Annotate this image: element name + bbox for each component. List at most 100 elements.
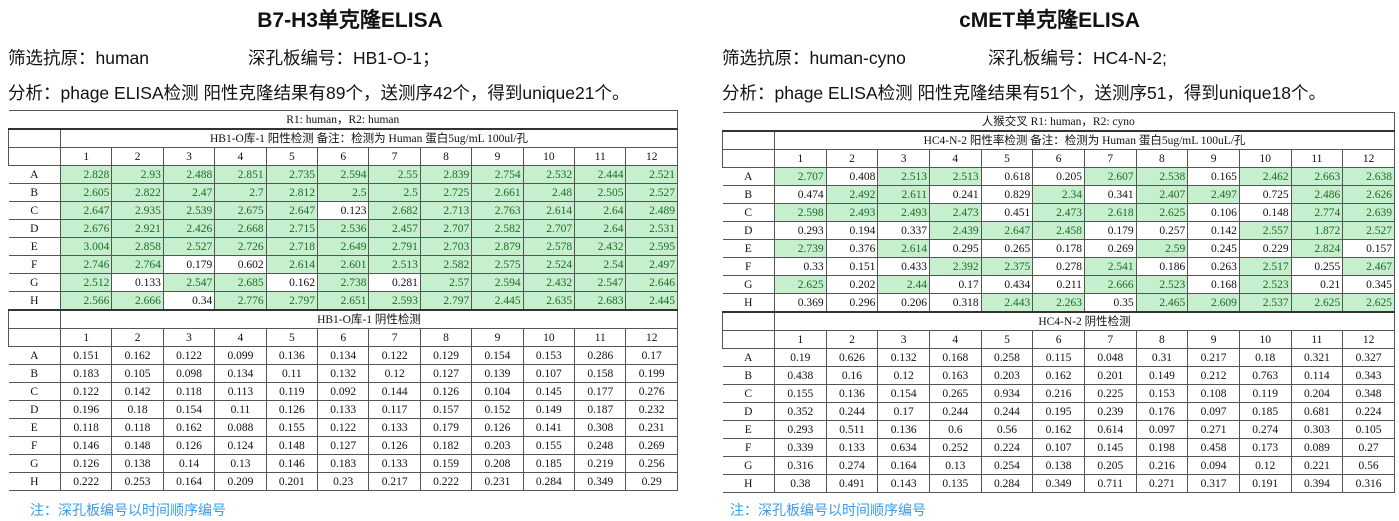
- negative-well-value: 0.145: [522, 382, 576, 401]
- negative-well-value: 0.196: [59, 400, 113, 419]
- positive-well-value: 2.921: [111, 219, 164, 238]
- table-row: A 0.151 0.162 0.122 0.099 0.136 0.134 0.122 0.12…: [8, 346, 678, 365]
- positive-well-value: 2.675: [214, 201, 267, 220]
- column-header-row: 1 2 3 4 5 6 7 8 9 10 11 12: [722, 330, 1395, 349]
- negative-well-value: 0.316: [774, 456, 827, 475]
- positive-well-value: 2.607: [1083, 167, 1137, 186]
- column-header: 5: [265, 328, 319, 347]
- positive-well-value: 0.281: [368, 273, 421, 292]
- negative-well-value: 0.222: [419, 472, 473, 491]
- negative-well-value: 0.265: [928, 384, 982, 403]
- positive-well-value: 2.618: [1083, 203, 1137, 222]
- negative-well-value: 0.349: [1032, 474, 1085, 493]
- negative-well-value: 0.177: [574, 382, 627, 401]
- positive-well-value: 3.004: [59, 237, 113, 256]
- positive-well-value: 2.676: [59, 219, 113, 238]
- negative-well-value: 0.11: [265, 364, 319, 383]
- negative-well-value: 0.224: [1342, 402, 1395, 421]
- negative-well-value: 0.199: [625, 364, 678, 383]
- positive-well-value: 2.64: [574, 201, 627, 220]
- positive-well-value: 2.839: [419, 165, 473, 184]
- negative-well-value: 0.321: [1290, 348, 1344, 367]
- column-header: 1: [774, 330, 827, 349]
- negative-well-value: 0.216: [1135, 456, 1189, 475]
- positive-well-value: 2.517: [1238, 257, 1292, 276]
- negative-well-value: 0.217: [1187, 348, 1240, 367]
- column-header: 12: [1342, 149, 1395, 168]
- positive-well-value: 2.647: [980, 221, 1034, 240]
- positive-well-value: 2.524: [522, 255, 576, 274]
- negative-well-value: 0.136: [265, 346, 319, 365]
- negative-well-value: 0.117: [368, 400, 421, 419]
- negative-well-value: 0.339: [774, 438, 827, 457]
- column-header: 3: [877, 330, 930, 349]
- column-header: 12: [625, 147, 678, 166]
- negative-well-value: 0.308: [574, 418, 627, 437]
- column-header: 2: [825, 149, 879, 168]
- blank-cell: [722, 149, 775, 168]
- negative-well-value: 0.511: [825, 420, 879, 439]
- row-label: A: [8, 346, 61, 365]
- positive-well-value: 2.625: [1342, 293, 1395, 313]
- table-row: A 2.828 2.93 2.488 2.851 2.735 2.594 2.55 2.839 2…: [8, 165, 678, 184]
- positive-well-value: 2.497: [625, 255, 678, 274]
- negative-well-value: 0.149: [1135, 366, 1189, 385]
- negative-well-value: 0.12: [368, 364, 421, 383]
- column-header: 2: [111, 147, 164, 166]
- positive-well-value: 2.492: [825, 185, 879, 204]
- negative-well-value: 0.107: [1032, 438, 1085, 457]
- positive-well-value: 0.148: [1238, 203, 1292, 222]
- row-label: A: [722, 348, 775, 367]
- positive-well-value: 2.473: [928, 203, 982, 222]
- column-header: 7: [1083, 149, 1137, 168]
- positive-well-value: 2.707: [522, 219, 576, 238]
- positive-well-value: 2.735: [265, 165, 319, 184]
- positive-title-row: HC4-N-2 阳性率检测 备注：检测为 Human 蛋白5ug/mL 100u…: [722, 130, 1395, 150]
- positive-well-value: 2.625: [774, 275, 827, 294]
- negative-well-value: 0.124: [214, 436, 267, 455]
- column-header: 11: [574, 147, 627, 166]
- table-row: H 0.222 0.253 0.164 0.209 0.201 0.23 0.217 0.222…: [8, 472, 678, 491]
- negative-well-value: 0.258: [980, 348, 1034, 367]
- table-row: G 0.316 0.274 0.164 0.13 0.254 0.138 0.205 0.216…: [722, 456, 1395, 475]
- negative-well-value: 0.209: [214, 472, 267, 491]
- negative-well-value: 0.097: [1187, 402, 1240, 421]
- negative-well-value: 0.205: [1083, 456, 1137, 475]
- positive-well-value: 2.521: [625, 165, 678, 184]
- table-row: H 0.369 0.296 0.206 0.318 2.443 2.263 0.35 2.465…: [722, 293, 1395, 313]
- positive-well-value: 2.791: [368, 237, 421, 256]
- negative-well-value: 0.115: [1032, 348, 1085, 367]
- column-header-row: 1 2 3 4 5 6 7 8 9 10 11 12: [722, 149, 1395, 168]
- negative-well-value: 0.256: [625, 454, 678, 473]
- elisa-table: R1: human，R2: human HB1-O库-1 阳性检测 备注：检测为 …: [8, 110, 678, 491]
- negative-well-value: 0.151: [59, 346, 113, 365]
- negative-well-value: 0.327: [1342, 348, 1395, 367]
- negative-well-value: 0.183: [59, 364, 113, 383]
- negative-well-value: 0.19: [774, 348, 827, 367]
- positive-well-value: 0.434: [980, 275, 1034, 294]
- positive-well-value: 0.168: [1187, 275, 1240, 294]
- row-label: H: [722, 474, 775, 493]
- positive-well-value: 2.594: [317, 165, 370, 184]
- positive-well-value: 2.566: [59, 291, 113, 311]
- positive-well-value: 2.263: [1032, 293, 1085, 313]
- positive-well-value: 0.202: [825, 275, 879, 294]
- positive-well-value: 2.392: [928, 257, 982, 276]
- column-header: 6: [317, 328, 370, 347]
- negative-well-value: 0.276: [625, 382, 678, 401]
- negative-well-value: 0.56: [1342, 456, 1395, 475]
- table-row: D 0.196 0.18 0.154 0.11 0.126 0.133 0.117 0.157 0…: [8, 400, 678, 419]
- row-label: B: [8, 364, 61, 383]
- negative-well-value: 0.239: [1083, 402, 1137, 421]
- negative-title-row: HC4-N-2 阴性检测: [722, 311, 1395, 331]
- positive-well-value: 2.5: [317, 183, 370, 202]
- negative-well-value: 0.352: [774, 402, 827, 421]
- negative-well-value: 0.286: [574, 346, 627, 365]
- negative-well-value: 0.293: [774, 420, 827, 439]
- row-label: D: [722, 221, 775, 240]
- positive-well-value: 2.93: [111, 165, 164, 184]
- column-header: 7: [368, 328, 421, 347]
- positive-well-value: 2.538: [1135, 167, 1189, 186]
- negative-well-value: 0.168: [928, 348, 982, 367]
- negative-well-value: 0.154: [877, 384, 930, 403]
